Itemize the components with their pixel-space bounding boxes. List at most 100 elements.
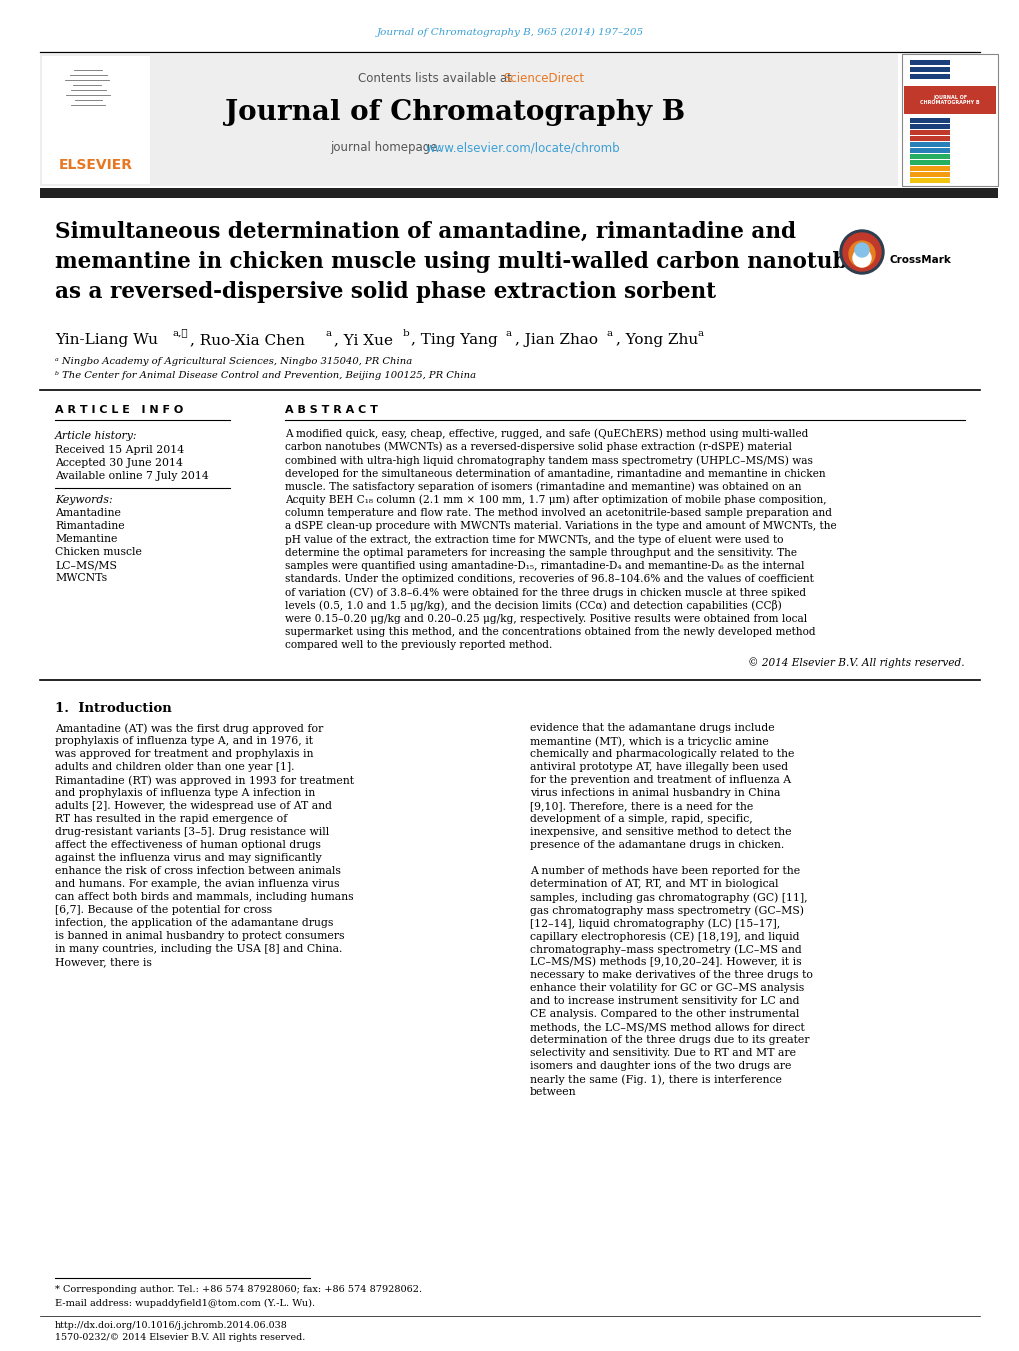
Text: ᵃ Ningbo Academy of Agricultural Sciences, Ningbo 315040, PR China: ᵃ Ningbo Academy of Agricultural Science… — [55, 358, 412, 366]
Text: b: b — [403, 328, 410, 338]
Text: A R T I C L E   I N F O: A R T I C L E I N F O — [55, 405, 183, 415]
Text: Acquity BEH C₁₈ column (2.1 mm × 100 mm, 1.7 μm) after optimization of mobile ph: Acquity BEH C₁₈ column (2.1 mm × 100 mm,… — [284, 494, 825, 505]
Text: infection, the application of the adamantane drugs: infection, the application of the adaman… — [55, 919, 333, 928]
Bar — [909, 74, 949, 78]
Text: was approved for treatment and prophylaxis in: was approved for treatment and prophylax… — [55, 750, 313, 759]
Text: Received 15 April 2014: Received 15 April 2014 — [55, 444, 184, 455]
Circle shape — [842, 232, 880, 272]
Circle shape — [852, 249, 870, 267]
Text: Journal of Chromatography B: Journal of Chromatography B — [225, 99, 685, 126]
Text: [9,10]. Therefore, there is a need for the: [9,10]. Therefore, there is a need for t… — [530, 801, 752, 812]
Text: [12–14], liquid chromatography (LC) [15–17],: [12–14], liquid chromatography (LC) [15–… — [530, 919, 780, 928]
Bar — [909, 159, 949, 165]
Text: between: between — [530, 1088, 576, 1097]
Text: Accepted 30 June 2014: Accepted 30 June 2014 — [55, 458, 182, 467]
Text: samples, including gas chromatography (GC) [11],: samples, including gas chromatography (G… — [530, 892, 807, 902]
Bar — [909, 59, 949, 65]
Text: enhance their volatility for GC or GC–MS analysis: enhance their volatility for GC or GC–MS… — [530, 984, 803, 993]
Bar — [909, 124, 949, 128]
Text: can affect both birds and mammals, including humans: can affect both birds and mammals, inclu… — [55, 893, 354, 902]
Text: a,⋆: a,⋆ — [173, 328, 189, 338]
Text: development of a simple, rapid, specific,: development of a simple, rapid, specific… — [530, 815, 752, 824]
Text: RT has resulted in the rapid emergence of: RT has resulted in the rapid emergence o… — [55, 815, 287, 824]
Text: chemically and pharmacologically related to the: chemically and pharmacologically related… — [530, 750, 794, 759]
Text: is banned in animal husbandry to protect consumers: is banned in animal husbandry to protect… — [55, 931, 344, 942]
Text: , Ting Yang: , Ting Yang — [411, 332, 497, 347]
Text: nearly the same (Fig. 1), there is interference: nearly the same (Fig. 1), there is inter… — [530, 1074, 782, 1085]
Text: 1570-0232/© 2014 Elsevier B.V. All rights reserved.: 1570-0232/© 2014 Elsevier B.V. All right… — [55, 1333, 305, 1343]
Text: , Jian Zhao: , Jian Zhao — [515, 332, 597, 347]
Text: http://dx.doi.org/10.1016/j.jchromb.2014.06.038: http://dx.doi.org/10.1016/j.jchromb.2014… — [55, 1321, 287, 1331]
Text: for the prevention and treatment of influenza A: for the prevention and treatment of infl… — [530, 775, 791, 785]
Text: ScienceDirect: ScienceDirect — [502, 72, 584, 85]
Bar — [909, 149, 949, 153]
Text: Contents lists available at: Contents lists available at — [358, 72, 516, 85]
Text: Available online 7 July 2014: Available online 7 July 2014 — [55, 471, 209, 481]
Text: in many countries, including the USA [8] and China.: in many countries, including the USA [8]… — [55, 944, 342, 954]
Text: isomers and daughter ions of the two drugs are: isomers and daughter ions of the two dru… — [530, 1062, 791, 1071]
Bar — [909, 154, 949, 159]
Text: samples were quantified using amantadine-D₁₅, rimantadine-D₄ and memantine-D₆ as: samples were quantified using amantadine… — [284, 561, 804, 571]
Text: adults [2]. However, the widespread use of AT and: adults [2]. However, the widespread use … — [55, 801, 331, 812]
Text: , Yi Xue: , Yi Xue — [333, 332, 392, 347]
Text: Keywords:: Keywords: — [55, 494, 112, 505]
Text: Rimantadine: Rimantadine — [55, 521, 124, 531]
Text: www.elsevier.com/locate/chromb: www.elsevier.com/locate/chromb — [426, 142, 620, 154]
Text: enhance the risk of cross infection between animals: enhance the risk of cross infection betw… — [55, 866, 340, 877]
Bar — [909, 130, 949, 135]
Text: combined with ultra-high liquid chromatography tandem mass spectrometry (UHPLC–M: combined with ultra-high liquid chromato… — [284, 455, 812, 466]
Text: standards. Under the optimized conditions, recoveries of 96.8–104.6% and the val: standards. Under the optimized condition… — [284, 574, 813, 584]
Text: a: a — [326, 328, 332, 338]
Text: carbon nanotubes (MWCNTs) as a reversed-dispersive solid phase extraction (r-dSP: carbon nanotubes (MWCNTs) as a reversed-… — [284, 442, 791, 453]
Text: adults and children older than one year [1].: adults and children older than one year … — [55, 762, 294, 773]
Text: of variation (CV) of 3.8–6.4% were obtained for the three drugs in chicken muscl: of variation (CV) of 3.8–6.4% were obtai… — [284, 588, 805, 597]
Bar — [42, 55, 150, 184]
Text: as a reversed-dispersive solid phase extraction sorbent: as a reversed-dispersive solid phase ext… — [55, 281, 715, 303]
Text: Amantadine (AT) was the first drug approved for: Amantadine (AT) was the first drug appro… — [55, 723, 323, 734]
Text: determination of the three drugs due to its greater: determination of the three drugs due to … — [530, 1035, 809, 1046]
Text: MWCNTs: MWCNTs — [55, 573, 107, 584]
Text: capillary electrophoresis (CE) [18,19], and liquid: capillary electrophoresis (CE) [18,19], … — [530, 931, 799, 942]
Text: developed for the simultaneous determination of amantadine, rimantadine and mema: developed for the simultaneous determina… — [284, 469, 824, 478]
Bar — [903, 86, 995, 113]
Bar — [903, 55, 995, 96]
Text: affect the effectiveness of human optional drugs: affect the effectiveness of human option… — [55, 840, 321, 850]
Text: A modified quick, easy, cheap, effective, rugged, and safe (QuEChERS) method usi: A modified quick, easy, cheap, effective… — [284, 428, 808, 439]
Bar — [40, 54, 897, 186]
Text: supermarket using this method, and the concentrations obtained from the newly de: supermarket using this method, and the c… — [284, 627, 815, 638]
Text: Simultaneous determination of amantadine, rimantadine and: Simultaneous determination of amantadine… — [55, 222, 795, 243]
Circle shape — [840, 230, 883, 274]
Text: determine the optimal parameters for increasing the sample throughput and the se: determine the optimal parameters for inc… — [284, 547, 796, 558]
Text: a dSPE clean-up procedure with MWCNTs material. Variations in the type and amoun: a dSPE clean-up procedure with MWCNTs ma… — [284, 521, 836, 531]
Text: However, there is: However, there is — [55, 958, 152, 967]
Text: Journal of Chromatography B, 965 (2014) 197–205: Journal of Chromatography B, 965 (2014) … — [376, 27, 643, 36]
Bar — [909, 166, 949, 172]
Text: chromatography–mass spectrometry (LC–MS and: chromatography–mass spectrometry (LC–MS … — [530, 944, 801, 955]
Bar — [909, 136, 949, 141]
Text: Memantine: Memantine — [55, 534, 117, 544]
Text: determination of AT, RT, and MT in biological: determination of AT, RT, and MT in biolo… — [530, 880, 777, 889]
Text: journal homepage:: journal homepage: — [330, 142, 445, 154]
Bar — [909, 142, 949, 147]
Text: 1.  Introduction: 1. Introduction — [55, 703, 171, 715]
Text: gas chromatography mass spectrometry (GC–MS): gas chromatography mass spectrometry (GC… — [530, 905, 803, 916]
Text: column temperature and flow rate. The method involved an acetonitrile-based samp: column temperature and flow rate. The me… — [284, 508, 832, 519]
Text: virus infections in animal husbandry in China: virus infections in animal husbandry in … — [530, 789, 780, 798]
Text: CrossMark: CrossMark — [890, 255, 951, 265]
Bar — [909, 178, 949, 182]
Text: methods, the LC–MS/MS method allows for direct: methods, the LC–MS/MS method allows for … — [530, 1023, 804, 1032]
Bar — [909, 118, 949, 123]
Text: JOURNAL OF
CHROMATOGRAPHY B: JOURNAL OF CHROMATOGRAPHY B — [919, 95, 979, 105]
Text: pH value of the extract, the extraction time for MWCNTs, and the type of eluent : pH value of the extract, the extraction … — [284, 535, 783, 544]
Text: against the influenza virus and may significantly: against the influenza virus and may sign… — [55, 854, 321, 863]
Text: © 2014 Elsevier B.V. All rights reserved.: © 2014 Elsevier B.V. All rights reserved… — [748, 657, 964, 667]
Text: E-mail address: wupaddyfield1@tom.com (Y.-L. Wu).: E-mail address: wupaddyfield1@tom.com (Y… — [55, 1298, 315, 1308]
Text: muscle. The satisfactory separation of isomers (rimantadine and memantine) was o: muscle. The satisfactory separation of i… — [284, 481, 801, 492]
Text: presence of the adamantane drugs in chicken.: presence of the adamantane drugs in chic… — [530, 840, 784, 850]
Text: Article history:: Article history: — [55, 431, 138, 440]
Circle shape — [848, 240, 874, 267]
Text: and to increase instrument sensitivity for LC and: and to increase instrument sensitivity f… — [530, 997, 799, 1006]
Text: ᵇ The Center for Animal Disease Control and Prevention, Beijing 100125, PR China: ᵇ The Center for Animal Disease Control … — [55, 370, 476, 380]
Text: necessary to make derivatives of the three drugs to: necessary to make derivatives of the thr… — [530, 970, 812, 981]
Text: a: a — [697, 328, 703, 338]
